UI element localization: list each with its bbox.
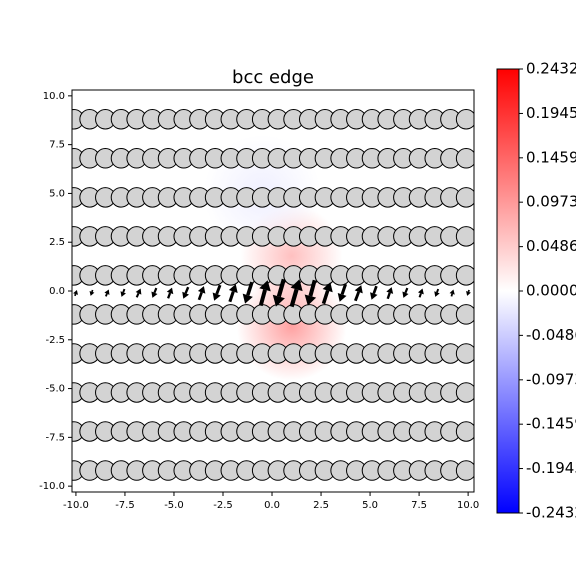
colorbar-tick-label: 0.0000 [526, 282, 576, 300]
arrow-shaft [404, 287, 409, 294]
arrow-shaft [135, 292, 140, 298]
atom [455, 109, 474, 130]
arrow-head [182, 291, 189, 299]
arrow-shaft [436, 288, 440, 293]
arrow-head [402, 291, 409, 298]
arrow-head [337, 292, 347, 302]
arrow-head [73, 290, 78, 295]
x-tick-label: -7.5 [115, 500, 135, 511]
colorbar-tick-label: 0.2432 [526, 60, 576, 78]
arrow-shaft [386, 292, 391, 300]
arrow-shaft [450, 293, 454, 297]
y-tick-label: 2.5 [49, 237, 65, 248]
atom [455, 148, 474, 169]
y-tick-label: 10.0 [43, 91, 65, 102]
atom [455, 304, 474, 325]
arrow-head [228, 284, 238, 293]
arrow-head [104, 289, 110, 295]
arrow-shaft [104, 293, 108, 297]
arrow-head [354, 285, 363, 294]
atom [455, 421, 474, 442]
atom [455, 460, 474, 481]
arrow-head [272, 294, 285, 307]
y-tick-label: -5.0 [45, 384, 65, 395]
arrow-head [151, 291, 158, 298]
y-tick-label: 7.5 [49, 140, 65, 151]
arrow-head [304, 294, 317, 306]
arrow-shaft [122, 288, 126, 293]
arrow-shaft [340, 283, 348, 295]
arrow-shaft [289, 288, 299, 308]
atom [455, 226, 474, 247]
arrow-shaft [74, 293, 77, 297]
colorbar-tick-label: -0.1459 [526, 415, 576, 433]
arrow-shaft [246, 281, 254, 296]
arrow-shaft [354, 291, 361, 302]
arrow-shaft [467, 289, 470, 293]
colorbar-tick-label: -0.0486 [526, 326, 576, 344]
atom [455, 382, 474, 403]
arrow-head [259, 280, 271, 292]
x-tick-label: -5.0 [164, 500, 184, 511]
arrow-shaft [276, 278, 286, 298]
y-tick-label: 0.0 [49, 286, 65, 297]
atom [455, 187, 474, 208]
arrow-shaft [321, 290, 330, 305]
x-tick-label: 10.0 [457, 500, 479, 511]
arrow-head [120, 291, 126, 297]
x-tick-label: -2.5 [213, 500, 233, 511]
y-tick-label: -10.0 [39, 481, 65, 492]
y-tick-label: -7.5 [45, 432, 65, 443]
x-tick-label: 2.5 [313, 500, 329, 511]
arrow-head [386, 287, 394, 294]
x-tick-label: -10.0 [63, 500, 89, 511]
x-tick-label: 0.0 [264, 500, 280, 511]
x-tick-label: 5.0 [362, 500, 378, 511]
colorbar-tick-label: 0.0973 [526, 193, 576, 211]
arrow-head [466, 291, 471, 296]
colorbar-tick-label: -0.2432 [526, 504, 576, 522]
colorbar-tick-label: 0.0486 [526, 237, 576, 255]
colorbar-tick-label: 0.1945 [526, 104, 576, 122]
arrow-shaft [91, 289, 94, 293]
arrow-shaft [215, 284, 222, 295]
colorbar-tick-label: -0.0973 [526, 370, 576, 388]
arrow-shaft [418, 293, 422, 298]
colorbar [496, 68, 520, 514]
arrow-head [290, 279, 303, 292]
arrow-head [212, 292, 221, 301]
chart-title: bcc edge [232, 67, 314, 88]
plot-area [72, 109, 474, 481]
arrow-shaft [153, 287, 158, 294]
arrow-head [89, 291, 95, 296]
arrow-shaft [372, 285, 378, 295]
arrow-shaft [258, 289, 267, 307]
arrow-head [166, 287, 174, 295]
atom [455, 343, 474, 364]
arrow-head [197, 286, 206, 294]
x-tick-label: 7.5 [411, 500, 427, 511]
arrow-shaft [228, 290, 235, 303]
colorbar-tick-label: -0.1945 [526, 459, 576, 477]
arrow-head [434, 291, 440, 297]
colorbar-tick-label: 0.1459 [526, 148, 576, 166]
arrow-head [242, 293, 253, 304]
arrow-head [449, 289, 455, 295]
arrow-shaft [308, 279, 317, 297]
arrow-head [322, 282, 333, 293]
arrow-shaft [184, 286, 190, 294]
arrow-head [417, 288, 424, 295]
y-tick-label: 5.0 [49, 188, 65, 199]
arrow-head [370, 292, 378, 300]
arrow-head [135, 288, 142, 295]
arrow-shaft [167, 292, 172, 299]
arrow-shaft [197, 291, 203, 301]
y-tick-label: -2.5 [45, 335, 65, 346]
atom [455, 265, 474, 286]
